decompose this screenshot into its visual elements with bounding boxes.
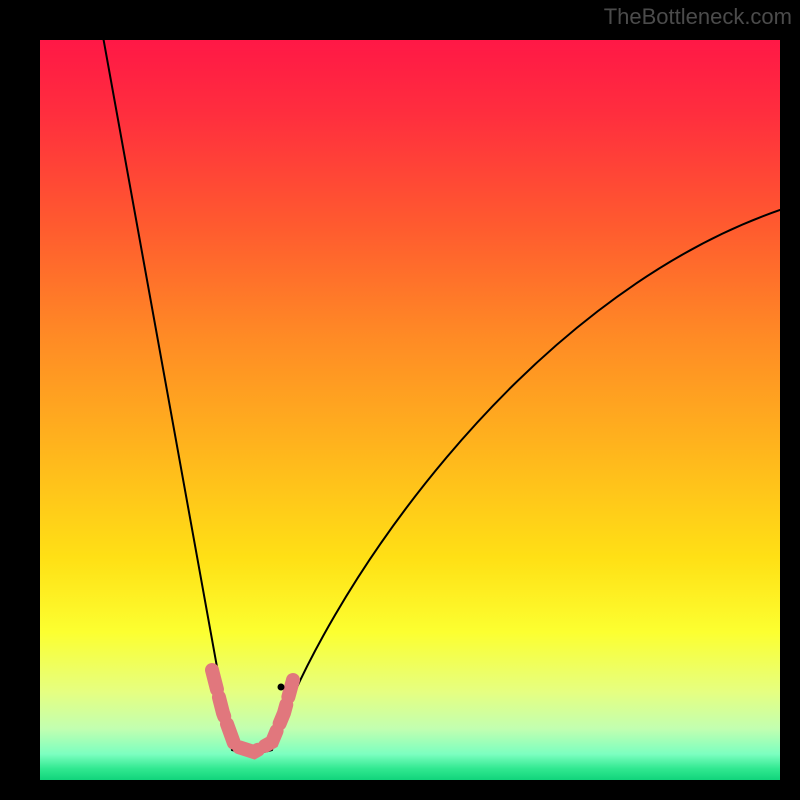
background-gradient xyxy=(40,40,780,780)
chart-root: TheBottleneck.com xyxy=(0,0,800,800)
plot-area xyxy=(40,40,780,780)
watermark-text: TheBottleneck.com xyxy=(604,4,792,30)
